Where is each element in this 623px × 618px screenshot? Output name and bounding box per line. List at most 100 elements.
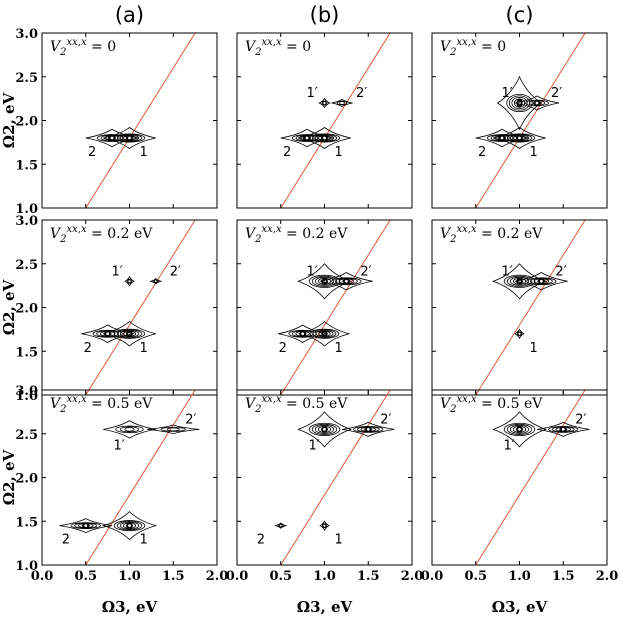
- panel: V2xx,x = 0.5 eV 1′ 2′ 1 2 0.0 0.5 1.0 1.5 2.0: [226, 389, 424, 584]
- column-title: (b): [310, 3, 340, 27]
- peak-label: 2: [257, 533, 265, 548]
- peak-label: 2′: [356, 86, 367, 101]
- y-axis-title: Ω2, eV: [0, 279, 18, 335]
- peak-contour: [297, 411, 352, 448]
- panel: V2xx,x = 0 1 2 1.0 1.5 2.0 2.5 3.0: [15, 27, 218, 217]
- panel: V2xx,x = 0 1 2 1′ 2′: [236, 32, 413, 209]
- peak-contour: [85, 128, 139, 148]
- peak-contour: [101, 511, 158, 541]
- peak-contour: [515, 272, 568, 291]
- column-title: (c): [506, 3, 534, 27]
- peak-contour: [297, 263, 352, 300]
- peak-label: 1: [530, 145, 538, 160]
- x-tick-label: 1.0: [313, 569, 336, 584]
- y-tick-label: 1.5: [15, 158, 38, 173]
- y-tick-label: 2.0: [15, 472, 38, 487]
- peak-contour: [124, 276, 135, 287]
- coupling-label: V2xx,x = 0.5 eV: [440, 394, 543, 415]
- panel: V2xx,x = 0.5 eV 1 2 1′ 2′ 1.0 1.5 2.0 2.5 3.0 0.0 0…: [15, 384, 228, 584]
- panel-frame: [236, 219, 413, 396]
- peak-label: 2: [283, 145, 291, 160]
- peak-contour: [273, 522, 288, 529]
- x-tick-label: 0.0: [31, 569, 54, 584]
- panel: V2xx,x = 0.2 eV 1 2 1′ 2′: [236, 219, 413, 396]
- diagonal-line: [280, 220, 391, 395]
- peak-contour: [298, 320, 351, 347]
- y-tick-label: 2.5: [15, 428, 38, 443]
- panel-frame: [431, 32, 608, 209]
- peak-contour: [475, 128, 529, 148]
- x-tick-label: 2.0: [401, 569, 424, 584]
- peak-contour: [148, 278, 163, 285]
- x-tick-label: 1.0: [508, 569, 531, 584]
- coupling-label: V2xx,x = 0.2 eV: [50, 224, 153, 245]
- x-tick-label: 1.5: [552, 569, 575, 584]
- peak-contour: [536, 421, 590, 437]
- y-axis-title: Ω2, eV: [0, 92, 18, 148]
- peak-contour: [320, 272, 373, 291]
- y-tick-label: 3.0: [15, 384, 38, 399]
- peak-label: 1′: [309, 438, 320, 453]
- y-axis-title: Ω2, eV: [0, 449, 18, 505]
- x-tick-label: 1.5: [357, 569, 380, 584]
- x-axis-title: Ω3, eV: [492, 598, 548, 616]
- diagonal-line: [475, 220, 586, 395]
- peak-contour: [81, 324, 134, 343]
- x-tick-label: 0.0: [421, 569, 444, 584]
- column-titles: (a) (b) (c): [115, 3, 534, 27]
- peak-contour: [278, 324, 328, 343]
- x-axis-title: Ω3, eV: [102, 598, 158, 616]
- peak-contour: [146, 424, 200, 435]
- x-tick-label: 0.0: [226, 569, 249, 584]
- peak-label: 2′: [555, 264, 566, 279]
- y-tick-label: 2.5: [15, 258, 38, 273]
- peak-label: 1: [140, 341, 148, 356]
- panel: V2xx,x = 0.5 eV 1′ 2′ 0.0 0.5 1.0 1.5 2.0: [421, 389, 618, 584]
- x-axis-title: Ω3, eV: [297, 598, 353, 616]
- y-tick-label: 1.5: [15, 515, 38, 530]
- y-tick-label: 1.0: [15, 202, 38, 217]
- y-tick-label: 1.0: [15, 559, 38, 574]
- x-tick-label: 2.0: [206, 569, 229, 584]
- y-tick-label: 1.0: [15, 389, 38, 404]
- x-tick-label: 1.0: [118, 569, 141, 584]
- peak-label: 1: [335, 533, 343, 548]
- coupling-label: V2xx,x = 0: [440, 37, 506, 58]
- x-tick-label: 0.5: [269, 569, 292, 584]
- coupling-label: V2xx,x = 0.5 eV: [245, 394, 348, 415]
- panel-grid: V2xx,x = 0 1 2 1.0 1.5 2.0 2.5 3.0 V2xx,x = 0 1 2 1…: [15, 27, 618, 584]
- peak-contour: [103, 420, 156, 439]
- peak-contour: [341, 421, 395, 437]
- peak-label: 1: [140, 145, 148, 160]
- peak-contour: [515, 95, 559, 111]
- peak-label: 2: [279, 341, 287, 356]
- peak-label: 2′: [551, 86, 562, 101]
- peak-label: 1: [140, 533, 148, 548]
- peak-label: 1′: [307, 264, 318, 279]
- panel: V2xx,x = 0.2 eV 1 2 1′ 2′ 1.0 1.5 2.0 2.5 3.0: [15, 214, 218, 404]
- peak-label: 1′: [307, 86, 318, 101]
- x-tick-label: 0.5: [464, 569, 487, 584]
- diagonal-line: [280, 33, 391, 208]
- peak-label: 1′: [112, 264, 123, 279]
- peak-contour: [331, 99, 353, 107]
- y-tick-label: 2.0: [15, 115, 38, 130]
- peak-label: 2: [88, 145, 96, 160]
- peak-contour: [59, 518, 113, 534]
- column-title: (a): [115, 3, 144, 27]
- panel: V2xx,x = 0 1 2 1′ 2′: [431, 32, 608, 209]
- peak-label: 1: [335, 145, 343, 160]
- peak-label: 1′: [114, 438, 125, 453]
- coupling-label: V2xx,x = 0.2 eV: [440, 224, 543, 245]
- x-tick-label: 0.5: [74, 569, 97, 584]
- peak-label: 2′: [575, 412, 586, 427]
- peak-label: 2: [62, 533, 70, 548]
- coupling-label: V2xx,x = 0: [50, 37, 116, 58]
- peak-contour: [318, 97, 331, 109]
- peak-label: 2: [84, 341, 92, 356]
- y-tick-label: 2.0: [15, 302, 38, 317]
- panel-frame: [431, 219, 608, 396]
- diagonal-line: [85, 33, 196, 208]
- peak-label: 2: [478, 145, 486, 160]
